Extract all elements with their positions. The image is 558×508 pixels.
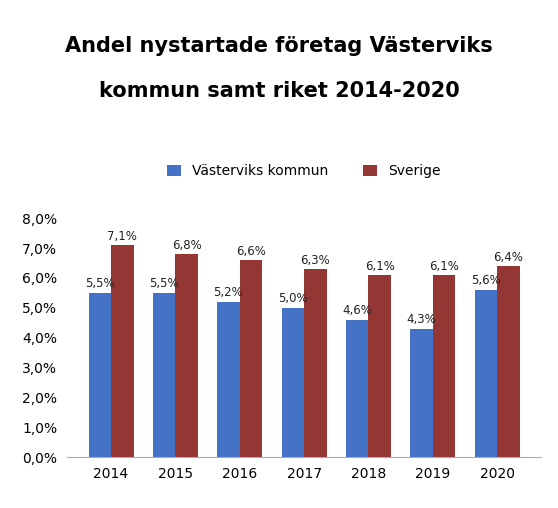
Text: 5,2%: 5,2% — [214, 287, 243, 299]
Legend: Västerviks kommun, Sverige: Västerviks kommun, Sverige — [167, 165, 441, 178]
Bar — [346, 320, 368, 457]
Text: 6,1%: 6,1% — [429, 260, 459, 272]
Text: 4,6%: 4,6% — [342, 304, 372, 318]
Text: 7,1%: 7,1% — [107, 230, 137, 243]
Bar — [433, 275, 455, 457]
Text: 5,5%: 5,5% — [85, 277, 114, 291]
Bar — [304, 269, 326, 457]
Bar — [410, 329, 433, 457]
Bar — [282, 308, 304, 457]
Bar — [475, 290, 497, 457]
Text: 6,1%: 6,1% — [365, 260, 395, 272]
Text: 5,6%: 5,6% — [471, 274, 501, 288]
Bar — [497, 266, 519, 457]
Text: Andel nystartade företag Västerviks: Andel nystartade företag Västerviks — [65, 36, 493, 55]
Text: kommun samt riket 2014-2020: kommun samt riket 2014-2020 — [99, 81, 459, 101]
Text: 6,8%: 6,8% — [172, 239, 201, 251]
Text: 6,4%: 6,4% — [493, 250, 523, 264]
Text: 6,6%: 6,6% — [236, 244, 266, 258]
Bar — [240, 260, 262, 457]
Text: 5,0%: 5,0% — [278, 293, 307, 305]
Text: 5,5%: 5,5% — [150, 277, 179, 291]
Bar — [153, 293, 175, 457]
Bar — [175, 254, 198, 457]
Bar — [111, 245, 133, 457]
Text: 4,3%: 4,3% — [407, 313, 436, 326]
Text: 6,3%: 6,3% — [301, 253, 330, 267]
Bar — [217, 302, 240, 457]
Bar — [89, 293, 111, 457]
Bar — [368, 275, 391, 457]
